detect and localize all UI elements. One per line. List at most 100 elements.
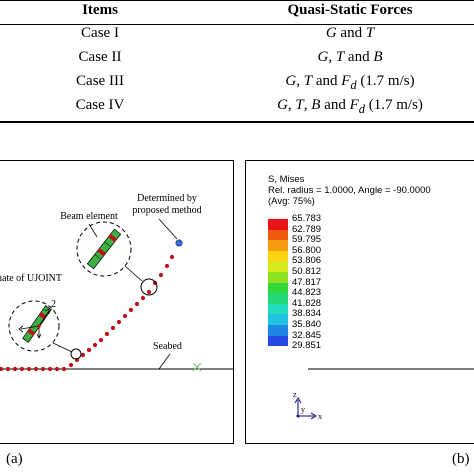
header-forces: Quasi-Static Forces: [287, 2, 413, 18]
scale-swatch: [268, 324, 288, 336]
row-case-3-item: Case III: [76, 73, 124, 89]
seabed-label: Seabed: [153, 341, 182, 352]
scale-swatch: [268, 314, 288, 325]
row-case-1-forces: G and T: [325, 25, 375, 41]
cable-node: [86, 347, 92, 353]
legend-title-line-3: (Avg: 75%): [268, 196, 315, 207]
scale-value: 56.800: [292, 244, 322, 256]
tip-node: [175, 239, 183, 247]
cable-node: [33, 366, 39, 372]
cable-node: [12, 366, 18, 372]
header-items: Items: [82, 2, 118, 18]
beam-element-label: Beam element: [60, 211, 118, 222]
cable-nodes: [0, 254, 175, 372]
cable-node: [61, 366, 67, 372]
ujoint-node-ring: [70, 348, 82, 360]
scale-value: 44.823: [292, 287, 322, 299]
cable-node: [128, 307, 134, 313]
scale-swatch: [268, 219, 288, 230]
row-case-4-item: Case IV: [75, 97, 125, 113]
seabed-x-marker: [192, 362, 202, 372]
selected-node-ring: [140, 278, 158, 296]
cable-node: [116, 319, 122, 325]
panel-b-stress-figure: [245, 160, 474, 444]
scale-value: 53.806: [292, 255, 322, 267]
cable-node: [122, 313, 128, 319]
cable-node: [104, 331, 110, 337]
scale-value: 35.840: [292, 319, 322, 330]
table-top-rule: [0, 0, 474, 1]
scale-value: 50.812: [292, 266, 322, 277]
scale-value: 32.845: [292, 329, 322, 341]
scale-value: 59.795: [292, 234, 322, 246]
scale-swatch: [268, 271, 288, 283]
row-case-2-item: Case II: [78, 49, 122, 65]
cable-node: [134, 301, 140, 307]
determined-leader: [158, 218, 178, 240]
beam-zoom-circle: [76, 221, 132, 277]
scale-swatch: [268, 293, 288, 304]
scale-swatch: [268, 282, 288, 294]
scale-value: 65.783: [292, 213, 322, 224]
legend-title-line-1: S, Mises: [268, 174, 305, 185]
row-case-4-forces: G, T, B and Fd (1.7 m/s): [277, 97, 423, 116]
cable-node: [92, 342, 98, 348]
panel-a-label: (a): [6, 451, 23, 467]
panel-b-label: (b): [452, 451, 470, 467]
cable-node: [110, 325, 116, 331]
cable-node: [146, 289, 152, 295]
cable-node: [5, 366, 11, 372]
scale-value: 47.817: [292, 276, 322, 288]
determined-label-line-1: Determined by: [137, 193, 197, 204]
scale-swatch: [268, 303, 288, 315]
cable-node: [40, 366, 46, 372]
scale-value: 29.851: [292, 340, 322, 352]
cable-node: [98, 337, 104, 343]
axis-z-label: z: [293, 390, 297, 399]
axis-triad: z y x: [292, 388, 332, 427]
table-header-rule: [0, 24, 474, 25]
cable-node: [164, 263, 170, 269]
ujoint-zoom-circle: [8, 300, 60, 352]
ujoint-leader: [52, 342, 73, 353]
row-case-3-forces: G, T and Fd (1.7 m/s): [285, 73, 415, 92]
seabed-label-leader: [158, 353, 171, 370]
scale-value: 41.828: [292, 297, 322, 309]
cable-node: [140, 295, 146, 301]
panel-a-model-figure: Determined by proposed method Beam eleme…: [0, 160, 234, 444]
cable-node: [68, 362, 74, 368]
cable-node: [169, 254, 175, 260]
beam-element-detail: [86, 228, 122, 270]
mises-legend-title: S, Mises Rel. radius = 1.0000, Angle = -…: [268, 174, 431, 207]
scale-value: 38.834: [292, 308, 322, 320]
ujoint-axis-number: 2: [51, 299, 56, 310]
row-case-2-forces: G, T and B: [317, 49, 383, 65]
cable-node: [158, 272, 164, 278]
scale-swatch: [268, 261, 288, 272]
cable-node: [0, 366, 4, 372]
scale-swatch: [268, 250, 288, 262]
scale-swatch: [268, 229, 288, 241]
panel-a-drawing: Determined by proposed method Beam eleme…: [0, 193, 233, 372]
mises-color-scale: [268, 219, 288, 347]
axis-x-label: x: [318, 412, 322, 421]
determined-label-line-2: proposed method: [132, 205, 201, 216]
cable-node: [54, 366, 60, 372]
cable-node: [19, 366, 25, 372]
cases-table: Items Quasi-Static Forces Case I G and T…: [0, 0, 474, 124]
ujoint-label: nate of UJOINT: [0, 273, 62, 284]
beam-leader: [124, 265, 143, 282]
scale-swatch: [268, 240, 288, 251]
cable-node: [80, 352, 86, 358]
row-case-1-item: Case I: [81, 25, 119, 41]
legend-title-line-2: Rel. radius = 1.0000, Angle = -90.0000: [268, 185, 431, 196]
ujoint-detail: [18, 305, 52, 343]
beam-label-leader: [88, 223, 98, 238]
scale-value: 62.789: [292, 223, 322, 235]
axis-y-label: y: [301, 405, 305, 414]
scale-swatch: [268, 335, 288, 347]
panel-b-drawing: [308, 368, 474, 370]
table-bottom-rule: [0, 121, 474, 123]
cable-node: [47, 366, 53, 372]
cable-node: [26, 366, 32, 372]
